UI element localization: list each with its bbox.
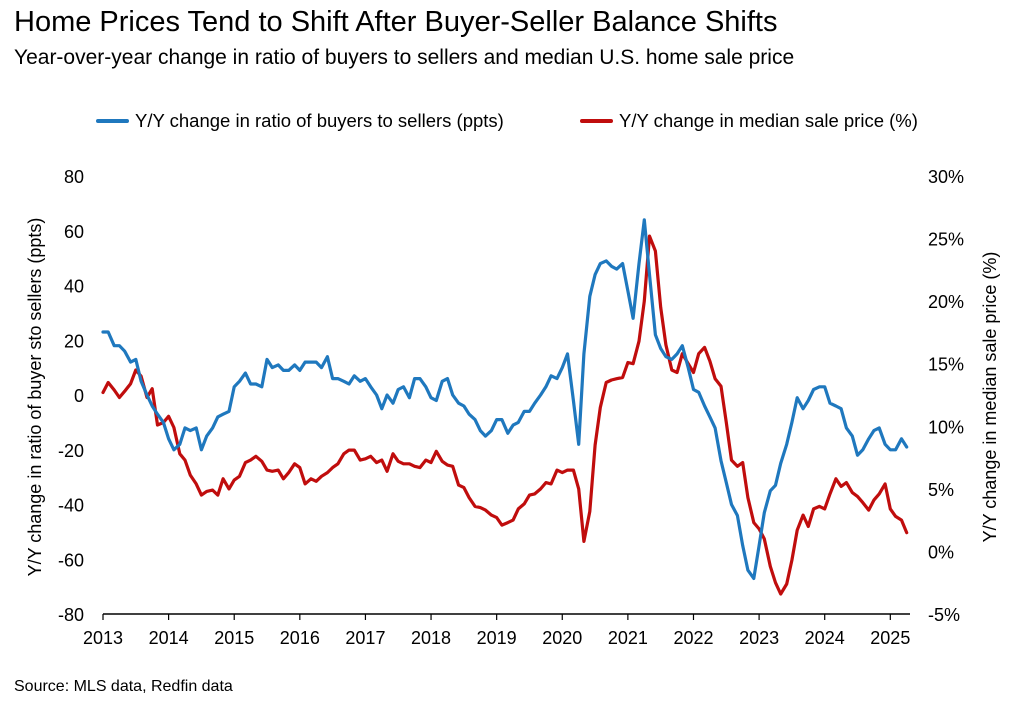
chart-subtitle: Year-over-year change in ratio of buyers… [14,46,795,69]
legend-swatch-blue [96,119,129,123]
legend-swatch-red [580,119,613,123]
series-line-median-sale-price [101,234,909,596]
y-right-tick-label: 0% [928,542,954,562]
x-tick-label: 2021 [608,628,648,648]
y-left-tick-label: -20 [58,441,84,461]
x-tick-label: 2018 [411,628,451,648]
chart-series [101,218,909,596]
legend-item-median-sale-price: Y/Y change in median sale price (%) [580,110,918,132]
y-right-tick-label: 30% [928,167,964,187]
chart-title: Home Prices Tend to Shift After Buyer-Se… [14,6,778,38]
x-tick-label: 2019 [477,628,517,648]
y-axis-right-label: Y/Y change in median sale price (%) [980,252,1000,543]
y-right-tick-label: 20% [928,292,964,312]
chart-axes: 2013 2014 2015 2016 2017 2018 2019 2020 2021 2022… [58,167,964,648]
x-tick-label: 2017 [345,628,385,648]
x-tick-label: 2024 [805,628,845,648]
y-right-tick-label: 5% [928,480,954,500]
source-note: Source: MLS data, Redfin data [14,678,233,695]
y-left-tick-label: 40 [64,277,84,297]
x-tick-label: 2025 [870,628,910,648]
y-left-tick-label: -40 [58,496,84,516]
chart-legend: Y/Y change in ratio of buyers to sellers… [0,110,1024,140]
x-tick-label: 2013 [83,628,123,648]
x-tick-label: 2014 [149,628,189,648]
y-axis-left-label: Y/Y change in ratio of buyer sto sellers… [25,218,45,577]
legend-label-buyers-sellers-ratio: Y/Y change in ratio of buyers to sellers… [135,110,504,131]
y-left-tick-label: 80 [64,167,84,187]
y-left-tick-label: -60 [58,550,84,570]
y-left-tick-label: 20 [64,331,84,351]
y-left-tick-label: 60 [64,222,84,242]
y-left-tick-label: 0 [74,386,84,406]
y-left-tick-label: -80 [58,605,84,625]
y-right-tick-label: 15% [928,355,964,375]
x-tick-label: 2020 [542,628,582,648]
legend-label-median-sale-price: Y/Y change in median sale price (%) [619,110,918,131]
x-tick-label: 2016 [280,628,320,648]
x-tick-label: 2015 [214,628,254,648]
y-right-tick-label: 25% [928,230,964,250]
x-tick-label: 2022 [673,628,713,648]
legend-item-buyers-sellers-ratio: Y/Y change in ratio of buyers to sellers… [96,110,504,132]
x-tick-label: 2023 [739,628,779,648]
y-right-tick-label: 10% [928,417,964,437]
y-right-tick-label: -5% [928,605,960,625]
series-line-buyers-sellers-ratio [101,218,909,580]
